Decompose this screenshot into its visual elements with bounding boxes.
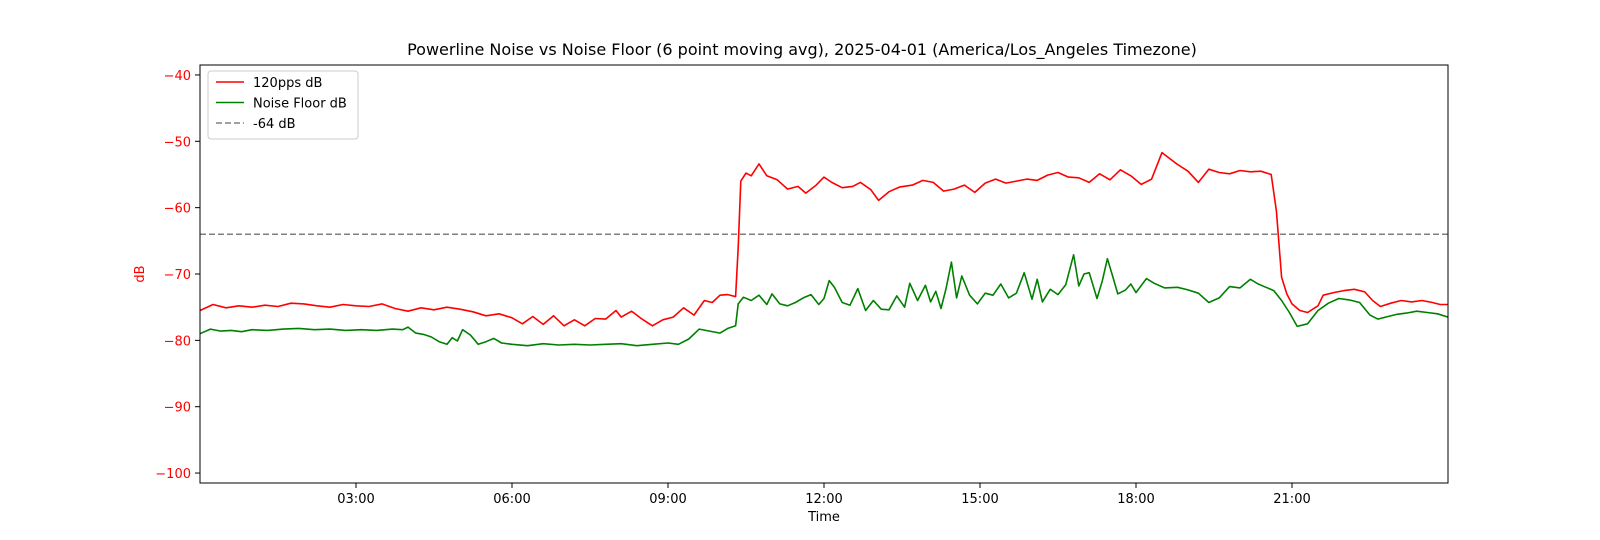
y-tick-label: −70 — [164, 268, 191, 283]
x-tick-label: 15:00 — [961, 492, 998, 507]
x-tick-label: 09:00 — [649, 492, 686, 507]
legend-label: 120pps dB — [253, 76, 322, 91]
y-tick-label: −90 — [164, 401, 191, 416]
x-tick-label: 18:00 — [1117, 492, 1154, 507]
legend-label: -64 dB — [253, 117, 296, 132]
y-tick-label: −50 — [164, 135, 191, 150]
legend: 120pps dB Noise Floor dB -64 dB — [207, 70, 359, 140]
x-tick-label: 12:00 — [805, 492, 842, 507]
plot-lines — [199, 151, 1449, 347]
legend-label: Noise Floor dB — [253, 97, 347, 112]
y-tick-label: −40 — [164, 69, 191, 84]
chart-title: Powerline Noise vs Noise Floor (6 point … — [407, 40, 1197, 60]
y-axis-label: dB — [133, 265, 148, 282]
x-tick-label: 06:00 — [493, 492, 530, 507]
series-line-120pps-db — [199, 151, 1448, 327]
x-axis-label: Time — [807, 510, 840, 525]
x-axis: 03:00 06:00 09:00 12:00 15:00 18:00 21:00 — [337, 483, 1311, 507]
y-tick-label: −100 — [155, 467, 191, 482]
y-tick-label: −80 — [164, 334, 191, 349]
y-axis: −40 −50 −60 −70 −80 −90 −100 — [155, 69, 200, 482]
legend-box — [207, 70, 359, 140]
x-tick-label: 21:00 — [1273, 492, 1310, 507]
plot-area — [200, 65, 1448, 483]
series-line-noise-floor-db — [199, 254, 1449, 347]
plot-frame — [199, 64, 1449, 484]
y-tick-label: −60 — [164, 202, 191, 217]
x-tick-label: 03:00 — [337, 492, 374, 507]
